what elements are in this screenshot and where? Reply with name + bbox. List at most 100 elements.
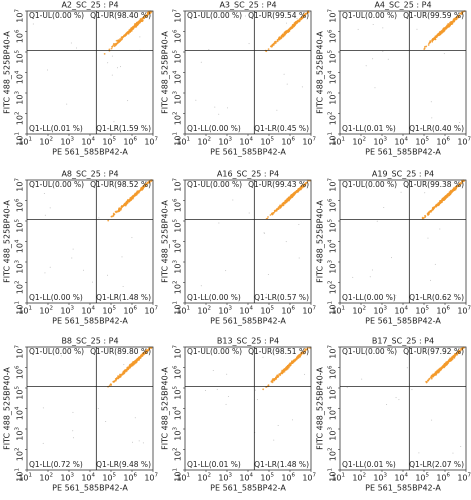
x-tick-label: 10 xyxy=(18,138,28,147)
y-tick-exponent: 6 xyxy=(173,29,179,33)
x-tick-exponent: 6 xyxy=(292,306,296,312)
quadrant-label: Q1-UL(0.00 %) xyxy=(187,347,242,356)
x-tick-exponent: 6 xyxy=(292,137,296,143)
event-dot xyxy=(309,347,311,349)
stray-event xyxy=(76,47,78,49)
stray-event xyxy=(142,442,144,444)
y-tick-label: 10 xyxy=(16,136,25,146)
x-tick-exponent: 4 xyxy=(250,137,254,143)
event-dot xyxy=(131,28,133,31)
event-dot xyxy=(448,23,451,26)
y-tick-exponent: 7 xyxy=(173,9,179,13)
quadrant-label: Q1-UL(0.00 %) xyxy=(342,180,397,189)
y-tick-label: 10 xyxy=(174,472,183,482)
event-dot xyxy=(287,31,290,33)
stray-event xyxy=(254,389,256,391)
stray-event xyxy=(107,62,109,64)
stray-event xyxy=(416,28,418,30)
quadrant-label: Q1-LL(0.00 %) xyxy=(342,293,396,302)
event-dot xyxy=(115,43,118,45)
event-dot xyxy=(434,373,436,376)
y-axis-label: FITC 488_525BP40-A xyxy=(316,200,325,283)
event-dot xyxy=(460,180,463,183)
stray-event xyxy=(365,65,367,67)
x-tick-label: 10 xyxy=(352,138,362,147)
stray-event xyxy=(200,285,202,287)
stray-event xyxy=(395,295,397,297)
event-dot xyxy=(107,219,110,222)
x-tick-exponent: 5 xyxy=(271,473,275,479)
quadrant-label: Q1-UR(99.59 %) xyxy=(403,11,464,20)
stray-event xyxy=(46,69,48,71)
y-tick-label: 10 xyxy=(329,115,338,125)
event-dot xyxy=(123,370,126,373)
event-dot xyxy=(137,21,140,24)
event-dot xyxy=(141,19,144,22)
stray-event xyxy=(369,276,371,278)
chart-title: A3_SC_25 : P4 xyxy=(219,1,276,10)
x-tick-label: 10 xyxy=(302,307,312,316)
x-tick-label: 10 xyxy=(102,307,112,316)
event-dot xyxy=(111,45,114,48)
quadrant-label: Q1-UR(97.92 %) xyxy=(403,347,464,356)
event-dot xyxy=(280,36,283,39)
x-axis-label: PE 561_585BP42-A xyxy=(210,484,286,493)
event-dot xyxy=(424,214,426,217)
event-dot xyxy=(456,353,459,356)
stray-event xyxy=(91,281,93,283)
y-tick-exponent: 6 xyxy=(15,29,21,33)
x-tick-label: 10 xyxy=(197,474,207,483)
event-dot xyxy=(288,198,291,200)
stray-event xyxy=(232,199,234,201)
x-tick-label: 10 xyxy=(102,138,112,147)
stray-event xyxy=(418,452,420,454)
event-dot xyxy=(448,194,451,197)
y-tick-label: 10 xyxy=(16,349,25,359)
event-dot xyxy=(133,24,136,27)
quadrant-label: Q1-UR(99.43 %) xyxy=(248,180,309,189)
y-axis-label: FITC 488_525BP40-A xyxy=(161,31,170,114)
x-tick-exponent: 7 xyxy=(313,473,317,479)
stray-event xyxy=(120,66,122,68)
x-tick-exponent: 6 xyxy=(134,306,138,312)
plot-frame xyxy=(26,179,154,304)
plot-frame xyxy=(184,10,312,135)
y-tick-label: 10 xyxy=(16,472,25,482)
stray-event xyxy=(134,417,136,419)
stray-event xyxy=(429,279,431,281)
x-tick-label: 10 xyxy=(394,307,404,316)
quadrant-label: Q1-LL(0.01 %) xyxy=(342,460,396,469)
x-tick-exponent: 1 xyxy=(187,306,191,312)
stray-event xyxy=(439,228,441,230)
quadrant-label: Q1-LR(0.45 %) xyxy=(254,124,309,133)
stray-event xyxy=(70,42,72,44)
x-axis-label: PE 561_585BP42-A xyxy=(52,317,128,326)
x-tick-label: 10 xyxy=(81,474,91,483)
event-dot xyxy=(451,22,454,24)
event-dot xyxy=(285,31,288,34)
event-dot xyxy=(449,357,452,360)
stray-event xyxy=(244,15,246,17)
event-dot xyxy=(437,203,440,205)
x-tick-exponent: 7 xyxy=(313,306,317,312)
y-tick-label: 10 xyxy=(174,264,183,274)
x-tick-label: 10 xyxy=(239,307,249,316)
event-dot xyxy=(462,347,465,349)
x-tick-exponent: 2 xyxy=(208,306,212,312)
event-dot xyxy=(294,359,296,362)
stray-event xyxy=(395,397,397,399)
stray-event xyxy=(113,121,115,123)
y-tick-label: 10 xyxy=(329,95,338,105)
stray-event xyxy=(83,269,85,271)
x-tick-label: 10 xyxy=(281,138,291,147)
event-dot xyxy=(296,21,299,23)
event-dot xyxy=(265,50,268,53)
stray-event xyxy=(356,351,358,353)
x-axis-label: PE 561_585BP42-A xyxy=(365,317,441,326)
event-dot xyxy=(282,33,285,36)
event-dot xyxy=(293,192,296,195)
event-dot xyxy=(273,211,275,214)
event-dot xyxy=(286,29,289,32)
